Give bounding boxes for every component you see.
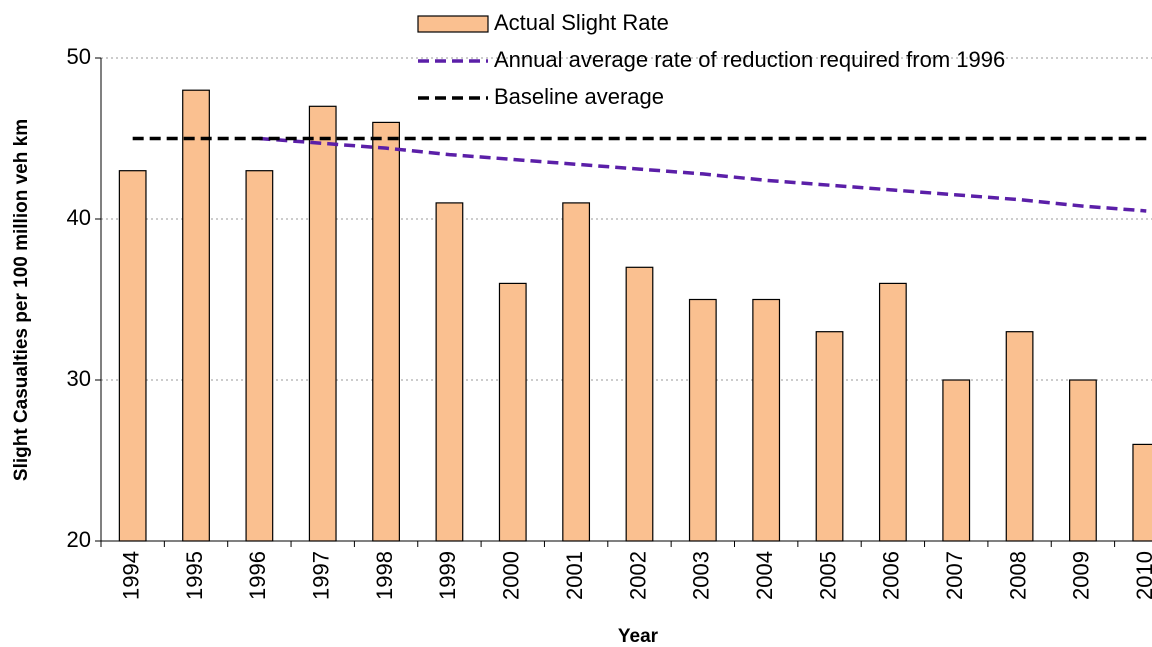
x-tick-label: 2010: [1132, 551, 1152, 600]
line: [259, 136, 1147, 213]
x-tick-label: 2004: [752, 551, 777, 600]
x-tick-label: 1995: [182, 551, 207, 600]
y-axis-label: Slight Casualties per 100 million veh km: [11, 119, 32, 481]
y-tick-label: 30: [67, 366, 91, 391]
x-tick-label: 2002: [625, 551, 650, 600]
bar: [498, 282, 527, 542]
x-tick-label: 2009: [1069, 551, 1094, 600]
x-tick-label: 2001: [562, 551, 587, 600]
legend-label: Actual Slight Rate: [494, 10, 669, 35]
bar: [942, 379, 971, 542]
bar: [118, 170, 147, 542]
y-tick-label: 20: [67, 527, 91, 552]
bar: [435, 202, 464, 542]
bar: [1005, 331, 1034, 542]
x-tick-label: 2003: [689, 551, 714, 600]
x-tick-label: 2000: [499, 551, 524, 600]
legend-label: Annual average rate of reduction require…: [494, 47, 1005, 72]
legend-swatch: [417, 15, 489, 33]
x-tick-label: 1997: [309, 551, 334, 600]
bar: [372, 121, 400, 542]
bar: [815, 331, 844, 542]
bar: [182, 89, 210, 542]
y-tick-label: 40: [67, 205, 91, 230]
x-tick-label: 2007: [942, 551, 967, 600]
x-axis-label: Year: [618, 626, 659, 647]
x-tick-label: 1999: [435, 551, 460, 600]
bar: [688, 298, 717, 542]
x-tick-label: 1994: [118, 551, 143, 600]
legend-label: Baseline average: [494, 84, 664, 109]
bar: [625, 266, 654, 542]
bar: [562, 202, 591, 542]
bar: [752, 298, 781, 542]
x-tick-label: 1996: [245, 551, 270, 600]
x-tick-label: 2006: [879, 551, 904, 600]
bar: [1132, 443, 1152, 542]
bar: [878, 282, 907, 542]
x-tick-label: 2008: [1005, 551, 1030, 600]
y-tick-label: 50: [67, 44, 91, 69]
bar: [1069, 379, 1097, 542]
x-tick-label: 1998: [372, 551, 397, 600]
x-tick-label: 2005: [815, 551, 840, 600]
bar: [308, 105, 337, 542]
bar: [245, 170, 274, 542]
